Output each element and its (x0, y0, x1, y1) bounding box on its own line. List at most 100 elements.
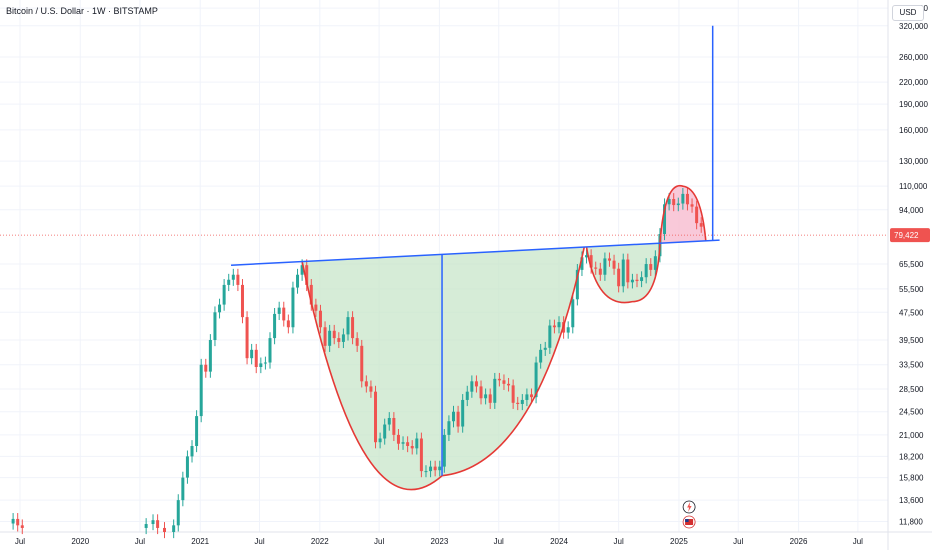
candle-body (323, 327, 327, 346)
candle-body (653, 256, 657, 270)
candle-body (474, 381, 478, 387)
candle-body (20, 525, 24, 528)
y-tick-label: 13,600 (899, 496, 924, 505)
candle-body (16, 518, 20, 526)
candle-body (268, 338, 272, 363)
y-tick-label: 39,500 (899, 336, 924, 345)
candle-body (539, 349, 543, 363)
candle-body (332, 330, 336, 339)
candle-body (667, 199, 671, 205)
candle-body (222, 284, 226, 305)
x-tick-label: 2024 (550, 537, 568, 546)
candle-body (144, 524, 148, 528)
candle-body (318, 310, 322, 328)
candle-body (328, 330, 332, 346)
candle-body (346, 317, 350, 335)
cup-arc (301, 246, 586, 491)
candle-body (442, 434, 446, 467)
candle-body (635, 279, 639, 282)
candle-body (699, 223, 703, 227)
candle-body (156, 520, 160, 528)
pattern-fills (302, 185, 706, 490)
candle-body (254, 349, 258, 368)
candle-body (626, 259, 630, 283)
time-axis[interactable]: Jul 2020 Jul 2021 Jul 2022 Jul 2023 Jul 2024 Jul 20… (15, 537, 863, 546)
candle-body (419, 438, 423, 472)
x-tick-label: Jul (374, 537, 384, 546)
last-price-tag: 79,422 (0, 228, 930, 243)
candle-body (337, 338, 341, 342)
candle-body (630, 279, 634, 283)
candle-body (236, 274, 240, 285)
last-price-label: 79,422 (894, 231, 919, 240)
candle-body (580, 257, 584, 270)
candle-body (273, 313, 277, 339)
y-tick-label: 260,000 (899, 53, 928, 62)
candle-body (314, 304, 318, 311)
y-tick-label: 160,000 (899, 126, 928, 135)
candle-body (282, 307, 286, 321)
candle-body (603, 258, 607, 275)
y-tick-label: 33,500 (899, 361, 924, 370)
y-tick-label: 94,000 (899, 206, 924, 215)
y-tick-label: 47,500 (899, 308, 924, 317)
candle-body (456, 411, 460, 427)
candle-body (511, 385, 515, 403)
candle-body (415, 438, 419, 449)
x-tick-label: Jul (15, 537, 25, 546)
candle-body (488, 394, 492, 403)
currency-button[interactable]: USD (892, 5, 924, 21)
candle-body (461, 399, 465, 427)
candle-body (410, 446, 414, 449)
candle-body (529, 394, 533, 398)
candle-body (227, 279, 231, 285)
candle-body (520, 399, 524, 404)
y-tick-label: 220,000 (899, 78, 928, 87)
us-flag-canton (685, 519, 689, 522)
us-flag-stripes (685, 519, 694, 525)
candle-body (525, 394, 529, 400)
candle-body (387, 417, 391, 425)
candle-body (250, 349, 254, 359)
y-tick-label: 18,200 (899, 452, 924, 461)
candle-body (11, 518, 15, 524)
y-tick-label: 320,000 (899, 22, 928, 31)
price-axis[interactable]: 360,000320,000260,000220,000190,000160,0… (899, 4, 928, 526)
top-arc (659, 184, 707, 244)
candle-body (479, 386, 483, 399)
candle-body (300, 265, 304, 275)
candle-body (566, 327, 570, 333)
chart-title: Bitcoin / U.S. Dollar · 1W · BITSTAMP (6, 6, 158, 16)
top-fill (659, 185, 706, 244)
candle-body (598, 268, 602, 275)
x-tick-label: 2020 (71, 537, 89, 546)
x-tick-label: Jul (733, 537, 743, 546)
candle-body (663, 204, 667, 235)
candle-body (190, 446, 194, 457)
candle-body (617, 268, 621, 287)
candle-body (351, 317, 355, 339)
y-tick-label: 15,800 (899, 474, 924, 483)
candle-body (681, 193, 685, 204)
candle-body (552, 325, 556, 328)
candle-body (424, 471, 428, 473)
candle-body (259, 363, 263, 368)
candle-body (286, 320, 290, 328)
candle-body (470, 381, 474, 392)
candle-body (433, 466, 437, 471)
candle-body (185, 456, 189, 478)
event-icons (682, 500, 696, 529)
candle-body (291, 287, 295, 328)
candle-body (378, 438, 382, 443)
last-price-badge (890, 228, 930, 243)
y-tick-label: 28,500 (899, 385, 924, 394)
candle-body (181, 477, 185, 501)
candle-body (685, 193, 689, 205)
y-tick-label: 110,000 (899, 182, 928, 191)
candle-body (429, 466, 433, 472)
pattern-annotations (230, 25, 720, 491)
x-tick-label: 2026 (790, 537, 808, 546)
candle-body (690, 204, 694, 207)
candle-body (231, 274, 235, 280)
